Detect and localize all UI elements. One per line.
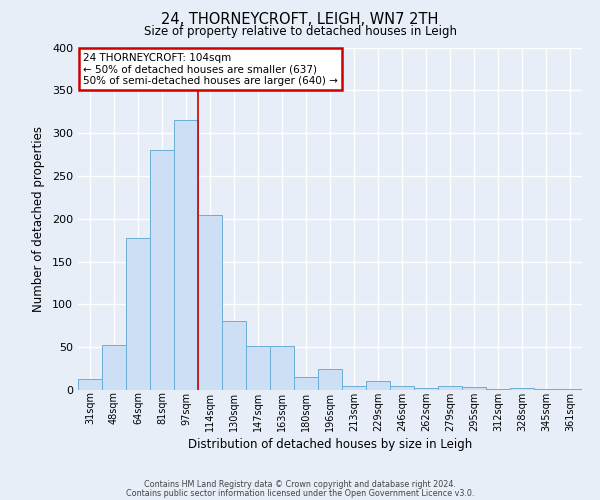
X-axis label: Distribution of detached houses by size in Leigh: Distribution of detached houses by size … — [188, 438, 472, 450]
Text: Contains public sector information licensed under the Open Government Licence v3: Contains public sector information licen… — [126, 488, 474, 498]
Bar — [222, 320, 246, 390]
Bar — [390, 386, 414, 390]
Bar — [198, 216, 222, 390]
Bar — [78, 379, 102, 390]
Bar — [534, 389, 558, 390]
Y-axis label: Number of detached properties: Number of detached properties — [32, 126, 45, 312]
Bar — [462, 388, 486, 390]
Bar — [318, 368, 342, 390]
Bar — [150, 150, 174, 390]
Bar — [438, 386, 462, 390]
Bar — [366, 382, 390, 390]
Bar — [486, 389, 510, 390]
Text: 24, THORNEYCROFT, LEIGH, WN7 2TH: 24, THORNEYCROFT, LEIGH, WN7 2TH — [161, 12, 439, 28]
Bar — [414, 388, 438, 390]
Text: Size of property relative to detached houses in Leigh: Size of property relative to detached ho… — [143, 25, 457, 38]
Bar — [558, 389, 582, 390]
Bar — [342, 386, 366, 390]
Text: Contains HM Land Registry data © Crown copyright and database right 2024.: Contains HM Land Registry data © Crown c… — [144, 480, 456, 489]
Bar — [270, 346, 294, 390]
Bar — [510, 388, 534, 390]
Text: 24 THORNEYCROFT: 104sqm
← 50% of detached houses are smaller (637)
50% of semi-d: 24 THORNEYCROFT: 104sqm ← 50% of detache… — [83, 52, 338, 86]
Bar — [102, 344, 126, 390]
Bar — [126, 238, 150, 390]
Bar — [246, 346, 270, 390]
Bar — [294, 377, 318, 390]
Bar — [174, 120, 198, 390]
